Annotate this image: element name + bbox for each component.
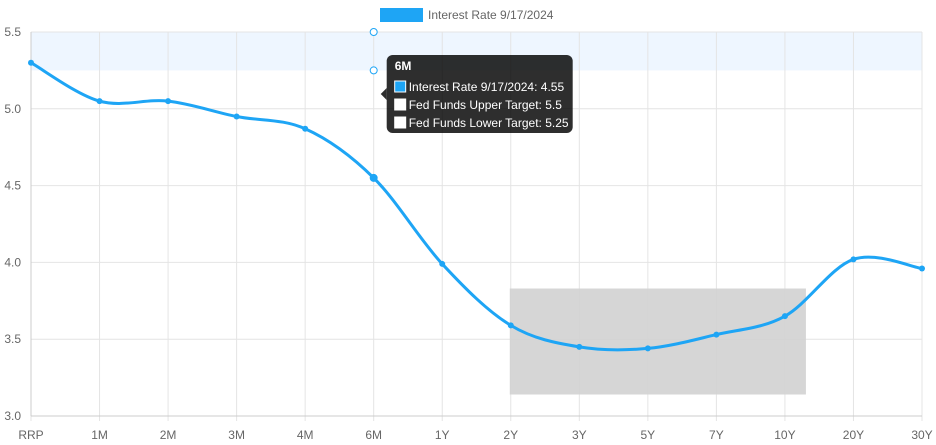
y-tick-label: 5.5: [4, 25, 21, 39]
data-point-7y[interactable]: [713, 331, 720, 338]
data-point-3y[interactable]: [576, 343, 583, 350]
x-tick-label: 5Y: [641, 428, 656, 442]
x-tick-label: 10Y: [774, 428, 795, 442]
data-point-6m[interactable]: [369, 173, 378, 182]
tooltip-swatch: [394, 80, 407, 93]
data-point-10y[interactable]: [781, 313, 788, 320]
data-point-2y[interactable]: [507, 322, 514, 329]
data-point-rrp[interactable]: [28, 59, 34, 66]
x-tick-label: 1M: [91, 428, 108, 442]
x-tick-label: 7Y: [709, 428, 724, 442]
data-point-20y[interactable]: [850, 256, 857, 263]
data-point-4m[interactable]: [302, 125, 309, 132]
x-tick-label: 2M: [160, 428, 177, 442]
x-tick-label: 6M: [365, 428, 382, 442]
tooltip-swatch: [394, 98, 407, 111]
data-point-1m[interactable]: [96, 98, 103, 105]
fed-funds-points[interactable]: [369, 28, 378, 75]
highlight-range-box: [509, 288, 806, 395]
tooltip-box: [386, 55, 573, 133]
fed-upper-point[interactable]: [369, 28, 378, 36]
tooltip-line: Interest Rate 9/17/2024: 4.55: [409, 80, 565, 94]
x-tick-label: 1Y: [435, 428, 450, 442]
tooltip-line: Fed Funds Lower Target: 5.25: [409, 116, 569, 130]
tooltip-title: 6M: [395, 59, 412, 73]
series-points[interactable]: [28, 59, 925, 352]
y-tick-label: 5.0: [4, 102, 21, 116]
x-tick-label: RRP: [18, 428, 43, 442]
legend-label-interest-rate[interactable]: Interest Rate 9/17/2024: [428, 8, 554, 22]
x-tick-label: 3Y: [572, 428, 587, 442]
x-tick-label: 4M: [297, 428, 314, 442]
data-point-30y[interactable]: [919, 265, 925, 272]
legend[interactable]: Interest Rate 9/17/2024: [380, 8, 554, 22]
data-point-3m[interactable]: [233, 113, 240, 120]
data-point-2m[interactable]: [165, 98, 172, 105]
x-tick-label: 30Y: [911, 428, 932, 442]
tooltip-line: Fed Funds Upper Target: 5.5: [409, 98, 563, 112]
tooltip: 6M Interest Rate 9/17/2024: 4.55 Fed Funds…: [380, 55, 573, 133]
y-tick-label: 4.5: [4, 179, 21, 193]
series-line-interest-rate: [29, 61, 924, 352]
tooltip-caret: [380, 88, 387, 100]
x-tick-label: 3M: [228, 428, 245, 442]
legend-swatch-interest-rate[interactable]: [380, 8, 423, 22]
x-tick-label: 2Y: [503, 428, 518, 442]
fed-lower-point[interactable]: [369, 66, 378, 75]
y-tick-label: 3.5: [4, 332, 21, 346]
data-point-5y[interactable]: [644, 345, 651, 352]
data-point-1y[interactable]: [439, 260, 446, 267]
tooltip-swatch: [394, 116, 407, 129]
y-tick-label: 3.0: [4, 409, 21, 423]
grid-lines: [30, 31, 923, 421]
x-tick-label: 20Y: [843, 428, 864, 442]
axes: 3.0 3.5 4.0 4.5 5.0 5.5 RRP 1M 2M 3M 4M 6M 1Y 2Y 3Y 5Y 7…: [4, 25, 932, 442]
y-tick-label: 4.0: [4, 255, 21, 269]
